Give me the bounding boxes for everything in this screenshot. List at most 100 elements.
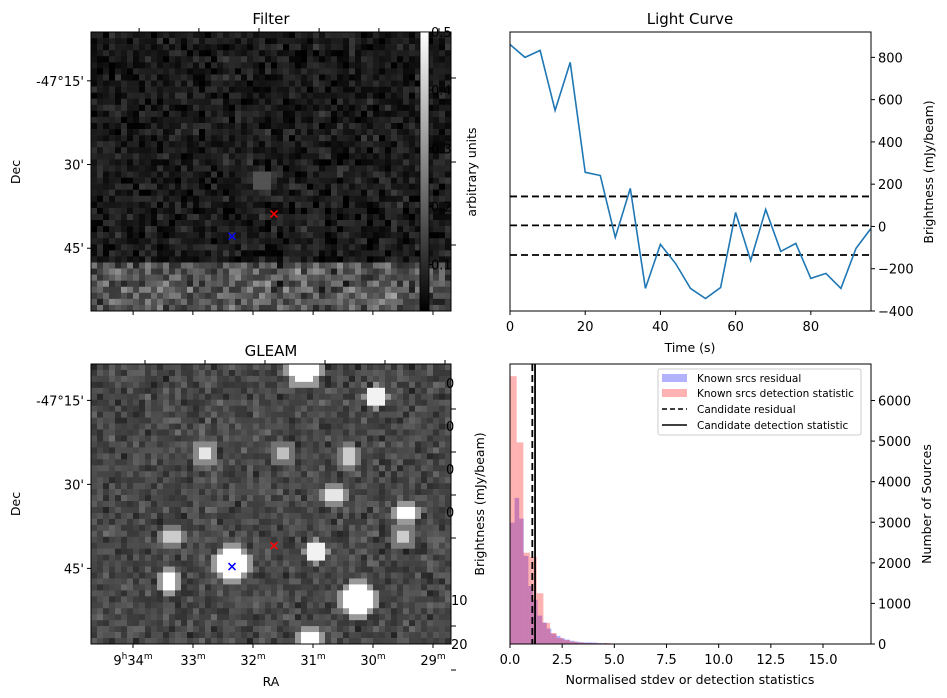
image-pixel <box>229 183 236 190</box>
image-pixel <box>277 274 284 281</box>
image-pixel <box>235 62 242 69</box>
image-pixel <box>319 62 326 69</box>
image-pixel <box>259 280 266 288</box>
image-pixel <box>139 286 146 294</box>
image-pixel <box>403 244 410 251</box>
image-pixel <box>409 393 416 401</box>
image-pixel <box>409 104 416 112</box>
image-pixel <box>277 195 284 203</box>
image-pixel <box>403 548 410 555</box>
image-pixel <box>253 453 260 460</box>
image-pixel <box>385 62 392 69</box>
image-pixel <box>145 256 152 263</box>
image-pixel <box>187 141 194 148</box>
image-pixel <box>343 62 350 69</box>
image-pixel <box>445 195 452 203</box>
image-pixel <box>103 447 110 454</box>
image-pixel <box>157 542 164 549</box>
image-pixel <box>379 44 386 51</box>
image-pixel <box>97 417 104 424</box>
image-pixel <box>235 381 242 389</box>
image-pixel <box>259 92 266 100</box>
image-pixel <box>247 423 254 430</box>
image-pixel <box>193 280 200 288</box>
image-pixel <box>397 56 404 63</box>
image-pixel <box>223 220 230 227</box>
image-pixel <box>445 165 452 172</box>
image-pixel <box>121 298 128 306</box>
image-pixel <box>163 542 170 549</box>
image-pixel <box>349 116 356 124</box>
image-pixel <box>433 542 440 549</box>
image-pixel <box>133 244 140 251</box>
image-pixel <box>403 506 410 514</box>
image-pixel <box>103 298 110 306</box>
image-pixel <box>289 536 296 544</box>
image-pixel <box>181 489 188 496</box>
image-pixel <box>127 256 134 263</box>
image-pixel <box>325 135 332 142</box>
image-pixel <box>97 292 104 300</box>
image-pixel <box>283 86 290 93</box>
image-pixel <box>427 183 434 190</box>
image-pixel <box>361 536 368 544</box>
image-pixel <box>241 280 248 288</box>
image-pixel <box>151 506 158 514</box>
image-pixel <box>301 122 308 130</box>
image-pixel <box>211 183 218 190</box>
known-source-marker <box>227 232 237 241</box>
image-pixel <box>361 435 368 442</box>
image-pixel <box>283 524 290 532</box>
image-pixel <box>295 286 302 294</box>
image-pixel <box>295 501 302 508</box>
image-pixel <box>175 501 182 508</box>
image-pixel <box>271 417 278 424</box>
image-pixel <box>325 147 332 154</box>
image-pixel <box>91 44 98 51</box>
image-pixel <box>241 489 248 496</box>
image-pixel <box>289 207 296 215</box>
image-pixel <box>133 68 140 75</box>
image-pixel <box>355 98 362 106</box>
image-pixel <box>439 280 446 288</box>
image-pixel <box>331 104 338 112</box>
image-pixel <box>415 238 422 245</box>
image-pixel <box>229 98 236 106</box>
image-pixel <box>343 256 350 263</box>
image-pixel <box>379 165 386 172</box>
image-pixel <box>313 238 320 245</box>
image-pixel <box>223 530 230 538</box>
image-pixel <box>349 304 356 312</box>
image-pixel <box>295 226 302 233</box>
image-pixel <box>211 477 218 484</box>
image-pixel <box>373 387 380 395</box>
image-pixel <box>157 441 164 448</box>
image-pixel <box>271 566 278 573</box>
image-pixel <box>301 177 308 184</box>
image-pixel <box>241 153 248 160</box>
image-pixel <box>331 506 338 514</box>
image-pixel <box>427 530 434 538</box>
image-pixel <box>295 399 302 406</box>
image-pixel <box>187 98 194 106</box>
image-pixel <box>349 50 356 57</box>
image-pixel <box>385 92 392 100</box>
image-pixel <box>97 98 104 106</box>
image-pixel <box>175 280 182 288</box>
image-pixel <box>253 195 260 203</box>
image-pixel <box>259 189 266 197</box>
image-pixel <box>277 560 284 567</box>
image-pixel <box>355 483 362 490</box>
image-pixel <box>367 238 374 245</box>
image-pixel <box>169 110 176 118</box>
image-pixel <box>385 220 392 227</box>
image-pixel <box>205 447 212 454</box>
image-pixel <box>97 262 104 269</box>
image-pixel <box>373 381 380 389</box>
image-pixel <box>349 232 356 239</box>
image-pixel <box>337 256 344 263</box>
image-pixel <box>295 554 302 561</box>
image-pixel <box>241 56 248 63</box>
image-pixel <box>337 417 344 424</box>
image-pixel <box>163 232 170 239</box>
